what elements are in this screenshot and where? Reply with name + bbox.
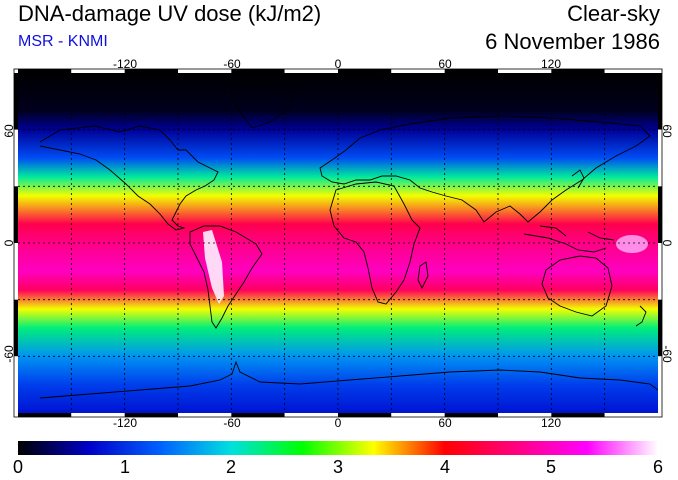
frame-segment [498, 413, 552, 417]
frame-segment [658, 129, 662, 187]
frame-segment [338, 69, 392, 73]
frame-segment [71, 413, 125, 417]
coast-africa [329, 181, 421, 305]
frame-segment [178, 413, 232, 417]
frame-segment [604, 69, 658, 73]
bottom-lon-tick: -60 [223, 416, 241, 430]
frame-segment [658, 299, 662, 357]
frame-segment [231, 413, 285, 417]
frame-segment [658, 73, 662, 130]
frame-border [13, 68, 663, 418]
top-longitude-ticks: -120 -60 0 60 120 [113, 57, 561, 71]
colorbar-tick: 6 [652, 457, 663, 477]
colorbar-tick: 3 [332, 457, 343, 477]
coast-australia [541, 255, 613, 317]
frame-segment [551, 69, 605, 73]
colorbar-tick: 0 [12, 457, 23, 477]
left-lat-tick: 0 [2, 239, 16, 246]
frame-segment [124, 413, 178, 417]
top-lon-tick: 60 [438, 57, 452, 71]
frame-segment [338, 413, 392, 417]
frame-segment [658, 356, 662, 413]
frame-segment [18, 69, 72, 73]
coast-japan [571, 169, 585, 189]
sky-condition-label: Clear-sky [567, 1, 660, 26]
frame-segment [14, 129, 18, 187]
graticule [18, 73, 658, 413]
right-latitude-ticks: 60 0 -60 [660, 124, 674, 363]
coast-eurasia [319, 115, 651, 223]
date-label: 6 November 1986 [485, 29, 660, 54]
frame-segment [71, 69, 125, 73]
frame-segment [14, 356, 18, 413]
frame-segment [551, 413, 605, 417]
top-lon-tick: -120 [113, 57, 137, 71]
right-lat-tick: 60 [660, 124, 674, 138]
left-lat-tick: -60 [2, 345, 16, 363]
bottom-lon-tick: 120 [541, 416, 561, 430]
bottom-longitude-ticks: -120 -60 0 60 120 [113, 416, 561, 430]
top-lon-tick: 0 [335, 57, 342, 71]
left-latitude-ticks: 60 0 -60 [2, 124, 16, 363]
frame-segment [14, 299, 18, 357]
map-title: DNA-damage UV dose (kJ/m2) [18, 1, 322, 26]
frame-segment [498, 69, 552, 73]
frame-segment [444, 413, 498, 417]
right-lat-tick: 0 [660, 240, 674, 247]
map-frame [13, 68, 663, 418]
frame-segment [658, 186, 662, 243]
colorbar-tick: 2 [225, 457, 236, 477]
frame-segment [178, 69, 232, 73]
frame-segment [391, 413, 445, 417]
coast-greenland [231, 83, 297, 129]
frame-segment [18, 413, 72, 417]
coast-new-zealand [635, 305, 647, 327]
coast-madagascar [417, 261, 429, 290]
bottom-lon-tick: -120 [113, 416, 137, 430]
frame-segment [14, 243, 18, 300]
colorbar-tick: 1 [119, 457, 130, 477]
colorbar-tick: 5 [545, 457, 556, 477]
coast-south-america [189, 225, 263, 329]
frame-segment [284, 69, 338, 73]
frame-segment [604, 413, 658, 417]
frame-segment [14, 186, 18, 243]
coast-antarctica [39, 360, 658, 399]
frame-segment [284, 413, 338, 417]
pacific-high-dose [616, 235, 648, 253]
frame-segment [444, 69, 498, 73]
frame-segment [231, 69, 285, 73]
frame-segment [658, 243, 662, 300]
colorbar [18, 441, 658, 455]
frame-segment [391, 69, 445, 73]
source-label: MSR - KNMI [18, 33, 108, 50]
andes-high-dose [203, 230, 224, 304]
top-lon-tick: 120 [541, 57, 561, 71]
frame-segment [14, 73, 18, 130]
top-lon-tick: -60 [223, 57, 241, 71]
bottom-lon-tick: 0 [335, 416, 342, 430]
left-lat-tick: 60 [2, 124, 16, 138]
frame-segment [124, 69, 178, 73]
colorbar-tick: 4 [439, 457, 450, 477]
bottom-lon-tick: 60 [438, 416, 452, 430]
coast-indonesia [523, 225, 615, 253]
right-lat-tick: -60 [660, 345, 674, 363]
